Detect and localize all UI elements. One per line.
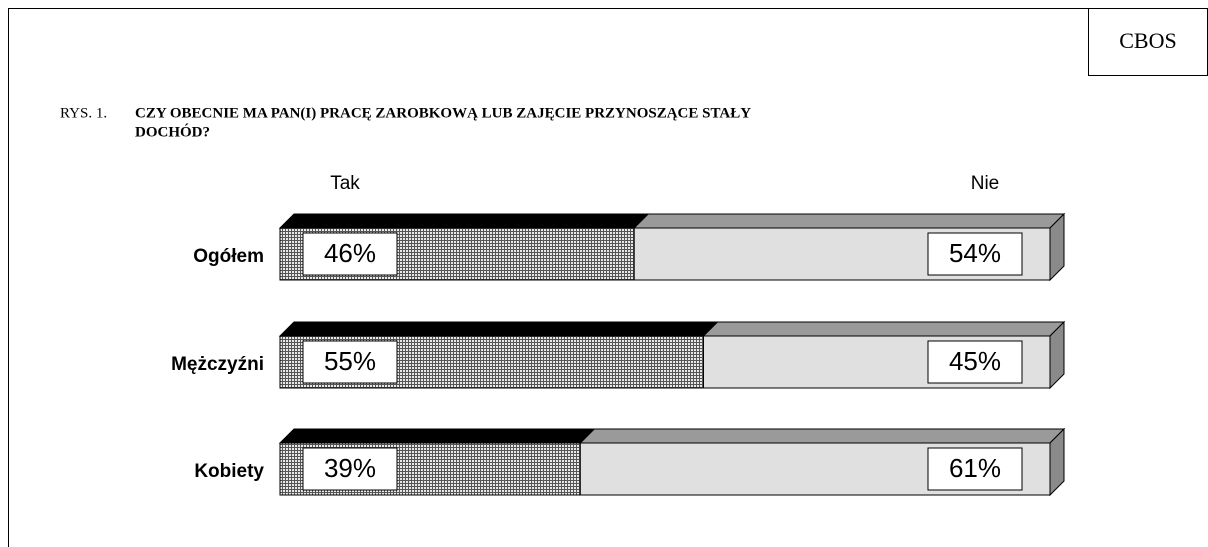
category-label: Kobiety <box>194 461 264 482</box>
legend-label: Tak <box>330 173 360 194</box>
value-label-box <box>927 340 1023 384</box>
bar-top <box>702 321 1066 337</box>
bar-side <box>1049 320 1065 390</box>
value-label: 39% <box>324 453 376 483</box>
bar-top <box>278 213 650 229</box>
value-label-box <box>302 340 398 384</box>
category-label: Mężczyźni <box>171 354 264 375</box>
figure-number: RYS. 1. <box>60 105 107 121</box>
value-label: 54% <box>949 238 1001 268</box>
bar-top <box>632 213 1066 229</box>
bar-top <box>278 321 719 337</box>
bar-side <box>1049 212 1065 282</box>
value-label: 61% <box>949 453 1001 483</box>
value-label-box <box>302 447 398 491</box>
source: CBOS <box>1119 28 1176 53</box>
value-label-box <box>302 232 398 276</box>
bar-top <box>278 428 596 444</box>
value-label: 55% <box>324 346 376 376</box>
bar-top <box>579 428 1066 444</box>
category-label: Ogółem <box>193 246 264 267</box>
chart-title: CZY OBECNIE MA PAN(I) PRACĘ ZAROBKOWĄ LU… <box>135 105 751 121</box>
bar-side <box>1049 427 1065 497</box>
value-label: 45% <box>949 346 1001 376</box>
value-label-box <box>927 232 1023 276</box>
legend-label: Nie <box>971 173 1000 194</box>
frame <box>8 8 1208 547</box>
chart-title: DOCHÓD? <box>135 123 210 140</box>
value-label: 46% <box>324 238 376 268</box>
value-label-box <box>927 447 1023 491</box>
